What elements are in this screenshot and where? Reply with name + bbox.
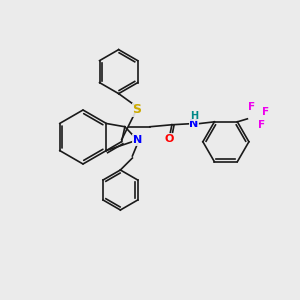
Text: N: N (133, 135, 142, 145)
Text: F: F (262, 107, 269, 117)
Text: H: H (190, 111, 198, 121)
Text: F: F (258, 120, 265, 130)
Text: N: N (189, 119, 199, 129)
Text: S: S (132, 103, 141, 116)
Text: F: F (248, 102, 255, 112)
Text: O: O (164, 134, 174, 144)
